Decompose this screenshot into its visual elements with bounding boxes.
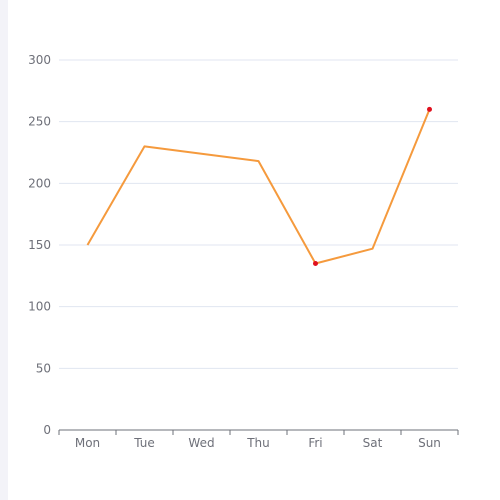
grid-lines bbox=[59, 59, 458, 369]
x-tick-label-mon: Mon bbox=[75, 436, 100, 450]
chart-panel: 0 50 100 150 200 250 300 Mon Tue Wed Thu Fri Sat Sun bbox=[8, 0, 500, 500]
highlight-point-sun bbox=[427, 106, 432, 112]
series-layer bbox=[86, 106, 432, 266]
x-tick-label-sat: Sat bbox=[363, 436, 383, 450]
x-tick-label-sun: Sun bbox=[418, 436, 441, 450]
x-axis: Mon Tue Wed Thu Fri Sat Sun bbox=[58, 429, 459, 450]
y-tick-label-300: 300 bbox=[28, 53, 51, 67]
y-tick-label-150: 150 bbox=[28, 238, 51, 252]
y-tick-label-250: 250 bbox=[28, 115, 51, 129]
line-chart: 0 50 100 150 200 250 300 Mon Tue Wed Thu Fri Sat Sun bbox=[28, 53, 459, 450]
y-tick-label-0: 0 bbox=[43, 423, 51, 437]
y-axis-ticks: 0 50 100 150 200 250 300 bbox=[28, 53, 51, 437]
series-line-0 bbox=[86, 108, 431, 265]
y-tick-label-200: 200 bbox=[28, 176, 51, 190]
x-tick-label-wed: Wed bbox=[188, 436, 214, 450]
y-tick-label-50: 50 bbox=[36, 361, 51, 375]
x-tick-label-fri: Fri bbox=[308, 436, 322, 450]
x-tick-label-thu: Thu bbox=[246, 436, 270, 450]
y-tick-label-100: 100 bbox=[28, 300, 51, 314]
highlight-point-fri bbox=[313, 261, 318, 266]
x-tick-label-tue: Tue bbox=[133, 436, 155, 450]
